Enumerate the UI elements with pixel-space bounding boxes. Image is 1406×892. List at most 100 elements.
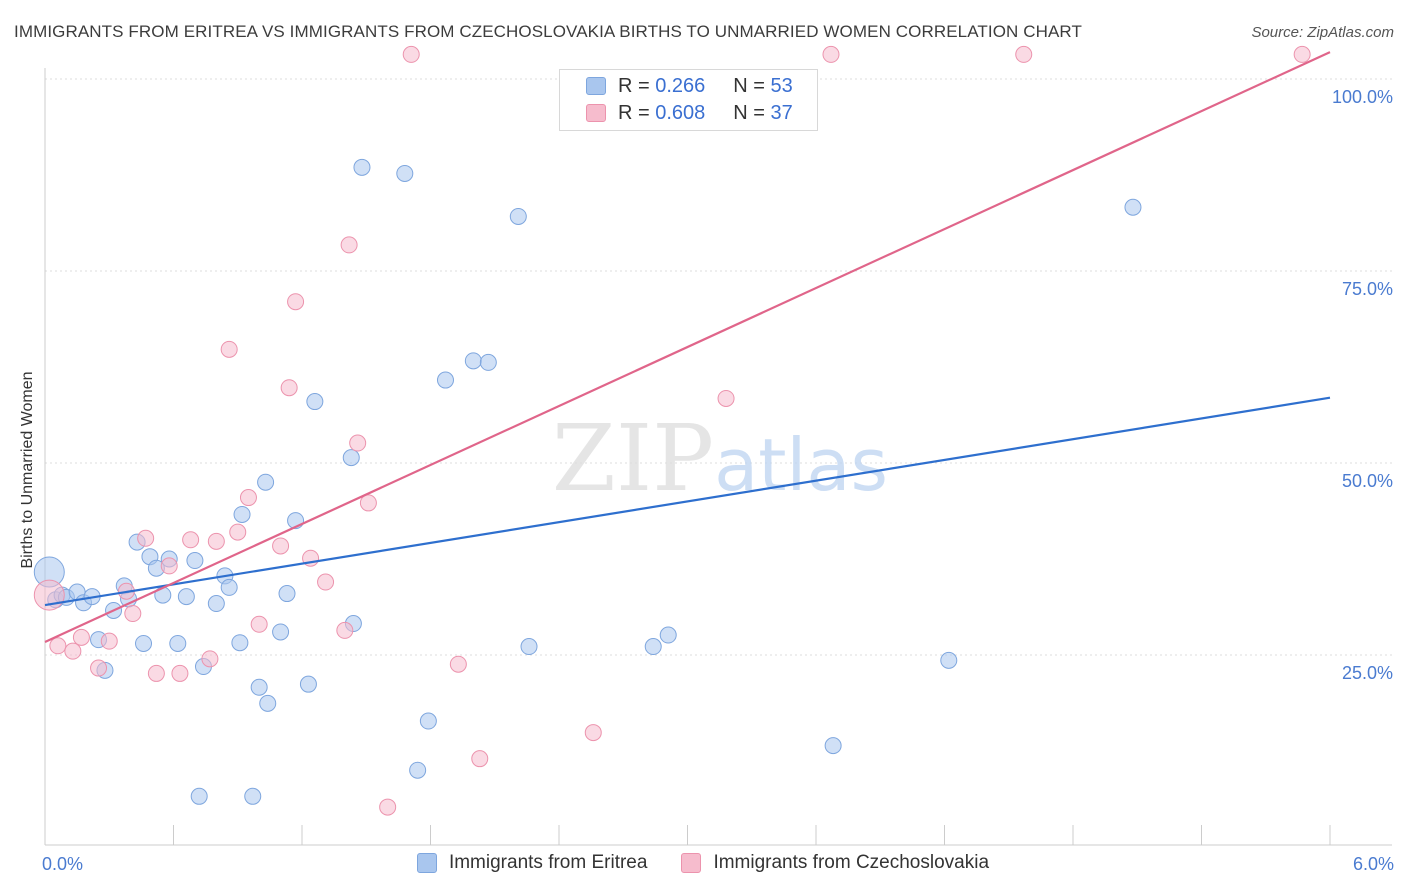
eritrea-point (306, 393, 324, 411)
czechoslovakia-point (317, 573, 335, 591)
eritrea-point (659, 626, 677, 644)
czechoslovakia-point (717, 389, 735, 407)
r-value: 0.608 (655, 101, 706, 124)
eritrea-point (244, 787, 262, 805)
axes (44, 68, 1392, 846)
r-value: 0.266 (655, 74, 706, 97)
czechoslovakia-point (449, 655, 467, 673)
n-label: N = (733, 101, 765, 124)
eritrea-point (299, 675, 317, 693)
eritrea-point (233, 505, 251, 523)
eritrea-point (135, 634, 153, 652)
eritrea-point (186, 552, 204, 570)
czechoslovakia-point (124, 605, 142, 623)
eritrea-point (1124, 198, 1142, 216)
y-tick-label: 75.0% (1342, 279, 1393, 299)
eritrea-point (220, 578, 238, 596)
gridlines (45, 78, 1392, 656)
czechoslovakia-point (822, 45, 840, 63)
czechoslovakia-point (171, 664, 189, 682)
data-points (33, 45, 1311, 816)
tick-labels: 25.0% 50.0% 75.0% 100.0% 0.0% 6.0% (42, 87, 1394, 874)
watermark-atlas: atlas (714, 423, 888, 507)
czechoslovakia-point (137, 529, 155, 547)
watermark: ZIPatlas (552, 405, 888, 512)
trend-lines (44, 51, 1331, 643)
eritrea-point (259, 694, 277, 712)
chart-title: IMMIGRANTS FROM ERITREA VS IMMIGRANTS FR… (14, 22, 1082, 41)
czechoslovakia-point (379, 798, 397, 816)
czechoslovakia-point (471, 750, 489, 768)
eritrea-point (342, 449, 360, 467)
x-tick-label-max: 6.0% (1353, 854, 1394, 874)
eritrea-point (419, 712, 437, 730)
eritrea-point (169, 634, 187, 652)
czechoslovakia-point (340, 236, 358, 254)
watermark-zip: ZIP (552, 405, 714, 512)
y-tick-label: 100.0% (1332, 87, 1393, 107)
czechoslovakia-point (182, 531, 200, 549)
eritrea-point (257, 473, 275, 491)
czechoslovakia-point (147, 664, 165, 682)
eritrea-point (520, 638, 538, 656)
n-label: N = (733, 74, 765, 97)
czechoslovakia-point (349, 434, 367, 452)
y-tick-label: 25.0% (1342, 663, 1393, 683)
eritrea-point (644, 638, 662, 656)
eritrea-point (409, 761, 427, 779)
x-tick-label-min: 0.0% (42, 854, 83, 874)
czechoslovakia-swatch (681, 853, 702, 873)
czechoslovakia-point (1293, 45, 1311, 63)
r-label: R = (618, 74, 650, 97)
r-label: R = (618, 101, 650, 124)
eritrea-point (231, 634, 249, 652)
y-tick-label: 50.0% (1342, 471, 1393, 491)
source-label: Source: ZipAtlas.com (1251, 24, 1394, 41)
legend-row-czechoslovakia: R = 0.608 N = 37 (586, 100, 793, 126)
czechoslovakia-point (49, 637, 67, 655)
czechoslovakia-point (359, 494, 377, 512)
legend-label: Immigrants from Eritrea (448, 852, 648, 873)
czechoslovakia-point (336, 621, 354, 639)
eritrea-point (353, 158, 371, 176)
eritrea-point (824, 737, 842, 755)
czechoslovakia-point (72, 628, 90, 646)
czechoslovakia-point (229, 523, 247, 541)
czechoslovakia-point (90, 659, 108, 677)
czechoslovakia-point (201, 650, 219, 668)
czechoslovakia-point (402, 45, 420, 63)
czechoslovakia-point (584, 724, 602, 742)
czechoslovakia-point (250, 615, 268, 633)
czechoslovakia-point (239, 489, 257, 507)
czechoslovakia-point (160, 557, 178, 575)
czechoslovakia-point (280, 379, 298, 397)
stats-legend: R = 0.266 N = 53 R = 0.608 N = 37 (559, 69, 818, 131)
series-legend: Immigrants from Eritrea Immigrants from … (0, 852, 1406, 874)
eritrea-trend-line (44, 396, 1331, 607)
eritrea-swatch (586, 77, 606, 95)
eritrea-point (436, 371, 454, 389)
czechoslovakia-point (33, 579, 65, 611)
czechoslovakia-point (100, 632, 118, 650)
czechoslovakia-point (272, 537, 290, 555)
czechoslovakia-point (64, 642, 82, 660)
czechoslovakia-point (287, 293, 305, 311)
eritrea-point (509, 207, 527, 225)
czechoslovakia-trend-line (44, 51, 1331, 643)
eritrea-point (190, 787, 208, 805)
n-value: 53 (770, 74, 793, 97)
eritrea-swatch (416, 853, 437, 873)
eritrea-point (272, 623, 290, 641)
legend-label: Immigrants from Czechoslovakia (713, 852, 990, 873)
legend-item-czechoslovakia[interactable]: Immigrants from Czechoslovakia (681, 852, 989, 874)
eritrea-point (177, 588, 195, 606)
eritrea-point (278, 585, 296, 603)
legend-item-eritrea[interactable]: Immigrants from Eritrea (416, 852, 648, 874)
eritrea-point (396, 164, 414, 182)
eritrea-point (940, 651, 958, 669)
n-value: 37 (770, 101, 793, 124)
czechoslovakia-swatch (586, 104, 606, 122)
eritrea-point (479, 353, 497, 371)
eritrea-point (464, 352, 482, 370)
